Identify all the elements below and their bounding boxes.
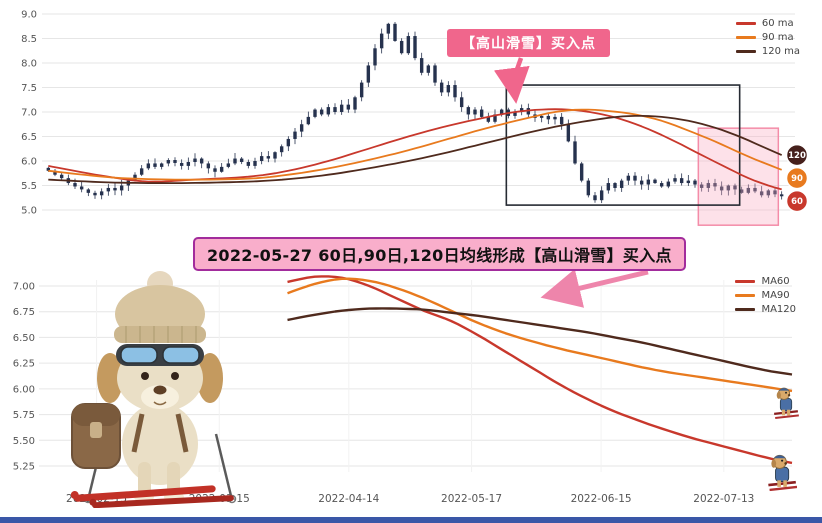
y-axis-tick-label: 5.5 (21, 181, 37, 192)
y-axis-tick-label: 5.25 (13, 462, 35, 473)
legend-label-60ma: 60 ma (761, 18, 794, 29)
pattern-highlight-box (505, 84, 741, 206)
banner-pointer-arrow (540, 268, 649, 308)
legend-item-120ma: 120 ma (735, 46, 800, 57)
y-axis-tick-label: 5.50 (13, 436, 35, 447)
x-axis-date-label: 2022-05-17 (441, 493, 502, 505)
legend-swatch-ma90-icon (735, 294, 756, 297)
y-axis-tick-label: 5.75 (13, 410, 35, 421)
y-axis-tick-label: 8.5 (21, 34, 37, 45)
y-axis-tick-label: 6.50 (13, 333, 35, 344)
legend-item-ma90: MA90 (735, 290, 796, 301)
y-axis-tick-label: 7.5 (21, 83, 37, 94)
backpack (71, 403, 121, 469)
legend-label-90ma: 90 ma (761, 32, 794, 43)
bottom-ma-line-MA90 (287, 277, 793, 393)
y-axis-tick-label: 6.0 (21, 157, 37, 168)
x-axis-date-label: 2022-04-14 (318, 493, 379, 505)
mini-ski-dog-icon (766, 452, 797, 492)
x-axis-date-label: 2022-06-15 (571, 493, 632, 505)
ma-line-90ma (48, 108, 783, 181)
knit-hat (114, 271, 206, 343)
ma-value-badge-60: 60 (785, 189, 809, 213)
ma-line-60ma (48, 108, 782, 191)
legend-item-60ma: 60 ma (735, 18, 800, 29)
y-axis-tick-label: 6.75 (13, 307, 35, 318)
legend-swatch-120ma-icon (735, 50, 756, 53)
top-chart-legend: 60 ma 90 ma 120 ma (735, 18, 800, 57)
legend-item-90ma: 90 ma (735, 32, 800, 43)
bottom-chart-legend: MA60 MA90 MA120 (735, 276, 796, 315)
legend-swatch-ma60-icon (735, 280, 756, 283)
y-axis-tick-label: 5.0 (21, 206, 37, 217)
bottom-ma-line-MA60 (287, 275, 793, 465)
y-axis-tick-label: 7.00 (13, 282, 35, 293)
bottom-ma-line-MA120 (287, 307, 793, 376)
legend-label-ma90: MA90 (761, 290, 790, 301)
candles (46, 21, 784, 204)
legend-label-ma60: MA60 (761, 276, 790, 287)
svg-text:90: 90 (791, 174, 803, 184)
legend-label-120ma: 120 ma (761, 46, 800, 57)
y-axis-tick-label: 6.25 (13, 359, 35, 370)
legend-swatch-ma120-icon (735, 308, 756, 311)
legend-label-ma120: MA120 (761, 304, 796, 315)
y-axis-tick-label: 6.00 (13, 384, 35, 395)
legend-swatch-60ma-icon (735, 22, 756, 25)
y-axis-tick-label: 7.0 (21, 108, 37, 119)
bottom-gridlines: 5.255.505.756.006.256.506.757.002022-02-… (13, 280, 792, 505)
y-axis-tick-label: 6.5 (21, 132, 37, 143)
mini-ski-dog-icon (772, 386, 799, 419)
candlestick-chart: 5.0 5.5 6.0 6.5 7.0 7.5 8.0 8.5 9.0 120 90 60 (21, 10, 809, 226)
legend-swatch-90ma-icon (735, 36, 756, 39)
recent-zone-highlight (697, 127, 780, 226)
y-axis-tick-label: 9.0 (21, 10, 37, 21)
x-axis-date-label: 2022-07-13 (693, 493, 754, 505)
pattern-description-banner: 2022-05-27 60日,90日,120日均线形成【高山滑雪】买入点 (193, 237, 686, 271)
buy-point-banner: 【高山滑雪】买入点 (447, 29, 610, 57)
buy-point-arrow (493, 57, 530, 104)
y-axis-tick-label: 8.0 (21, 59, 37, 70)
legend-item-ma120: MA120 (735, 304, 796, 315)
ski-goggles-icon (116, 344, 204, 366)
legend-item-ma60: MA60 (735, 276, 796, 287)
svg-text:60: 60 (791, 197, 803, 207)
ma-line-120ma (48, 115, 783, 185)
svg-text:120: 120 (788, 151, 806, 161)
red-skis (70, 485, 234, 508)
ma-line-chart: 5.255.505.756.006.256.506.757.002022-02-… (13, 268, 793, 505)
bottom-blue-strip (0, 517, 822, 523)
ski-dog-illustration (70, 271, 237, 508)
ma-value-badge-90: 90 (785, 166, 809, 190)
ma-value-badge-120: 120 (785, 143, 809, 167)
